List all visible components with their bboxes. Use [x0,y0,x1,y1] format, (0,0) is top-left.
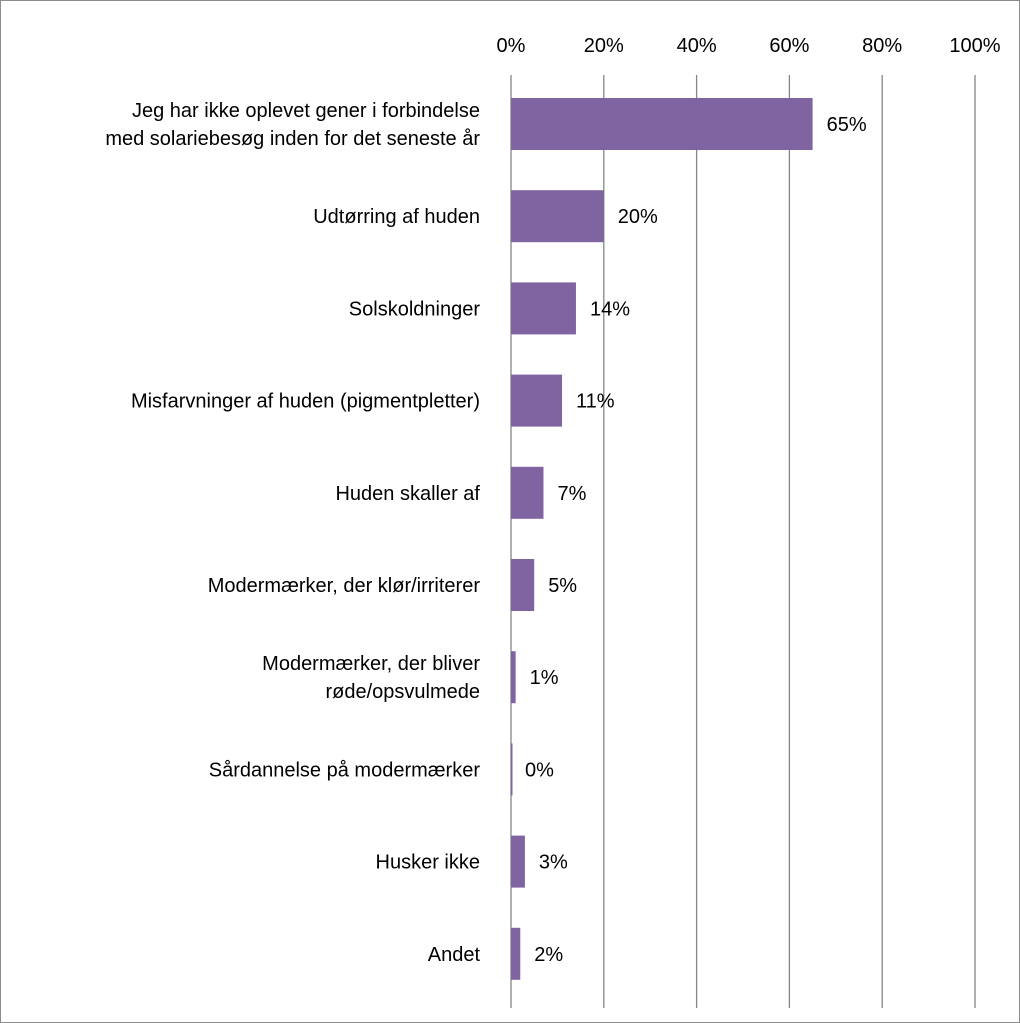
category-label-line: Jeg har ikke oplevet gener i forbindelse [132,100,480,122]
x-tick-label: 60% [769,35,809,57]
category-label-line: Udtørring af huden [313,206,480,228]
data-label: 3% [539,852,568,874]
bar [511,743,513,796]
x-tick-label: 0% [497,35,526,57]
bar [511,282,576,335]
data-label: 5% [548,575,577,597]
category-label: Sårdannelse på modermærker [209,759,481,781]
category-label-line: Huden skaller af [335,483,480,505]
bar [511,651,516,704]
category-label: Udtørring af huden [313,206,480,228]
category-label-line: Sårdannelse på modermærker [209,759,481,781]
x-tick-label: 80% [862,35,902,57]
data-label: 65% [827,114,867,136]
category-label: Solskoldninger [349,298,481,320]
category-label: Modermærker, der bliver røde/opsvulmede [262,653,480,703]
category-label-line: Misfarvninger af huden (pigmentpletter) [131,391,480,413]
category-label: Huden skaller af [335,483,480,505]
bars [511,98,813,980]
category-label: Modermærker, der klør/irriterer [208,575,481,597]
category-label-line: Modermærker, der klør/irriterer [208,575,481,597]
x-tick-label: 100% [949,35,1000,57]
data-label: 2% [534,944,563,966]
labels: 0% 20% 40% 60% 80% 100% Jeg har ikke oplevet g… [105,35,1000,966]
category-label: Andet [428,944,481,966]
data-label: 11% [576,391,615,413]
bar [511,190,604,243]
category-label: Husker ikke [376,852,480,874]
category-label-line: røde/opsvulmede [325,681,480,703]
category-label: Jeg har ikke oplevet gener i forbindelse… [105,100,480,150]
bar [511,466,544,519]
bar [511,98,813,150]
data-label: 20% [618,206,658,228]
bar [511,927,521,980]
category-label-line: Husker ikke [376,852,480,874]
category-label-line: Andet [428,944,481,966]
data-label: 14% [590,298,630,320]
data-label: 7% [557,483,586,505]
data-label: 1% [530,667,559,689]
x-tick-label: 20% [584,35,624,57]
category-label: Misfarvninger af huden (pigmentpletter) [131,391,480,413]
bar [511,559,535,611]
x-tick-label: 40% [677,35,717,57]
category-label-line: Solskoldninger [349,298,481,320]
category-label-line: med solariebesøg inden for det seneste å… [105,128,480,150]
data-label: 0% [525,759,554,781]
bar [511,835,525,888]
bar [511,374,563,427]
category-label-line: Modermærker, der bliver [262,653,480,675]
